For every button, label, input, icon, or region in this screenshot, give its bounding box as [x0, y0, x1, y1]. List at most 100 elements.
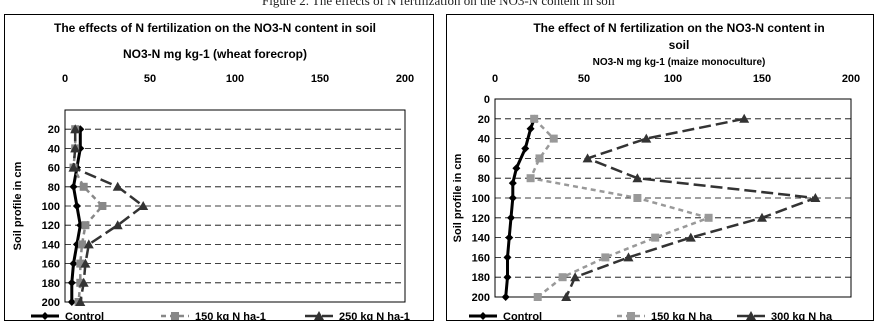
data-point-series-2 — [549, 134, 558, 143]
data-point-series-2 — [535, 154, 544, 163]
legend-label-1: Control — [503, 311, 542, 320]
data-point-series-1 — [508, 179, 517, 188]
y-tick-label: 200 — [42, 297, 60, 309]
data-point-series-2 — [76, 278, 85, 287]
data-point-series-2 — [601, 253, 610, 262]
data-point-series-2 — [98, 202, 107, 210]
y-tick-label: 120 — [472, 213, 490, 225]
x-tick-label: 0 — [62, 73, 68, 85]
y-tick-label: 40 — [48, 143, 60, 155]
data-point-series-3 — [83, 239, 94, 249]
legend-marker-2 — [171, 312, 179, 320]
data-point-series-3 — [570, 272, 581, 282]
chart-title: The effect of N fertilization on the NO3… — [533, 21, 824, 52]
data-point-series-1 — [512, 164, 521, 173]
data-point-series-2 — [526, 174, 535, 183]
data-point-series-1 — [526, 124, 535, 133]
y-tick-label: 160 — [42, 259, 60, 271]
data-point-series-3 — [80, 258, 91, 268]
figure-caption-strip: Figure 2. The effects of N fertilization… — [0, 0, 877, 14]
data-point-series-1 — [503, 253, 512, 262]
legend-label-3: 250 kg N ha-1 — [339, 311, 410, 320]
y-tick-label: 20 — [478, 114, 490, 126]
data-point-series-3 — [70, 124, 81, 134]
y-axis-label: Soil profile in cm — [452, 153, 464, 242]
legend-marker-1 — [479, 312, 487, 320]
legend-marker-1 — [41, 312, 49, 320]
legend-label-2: 150 kg N ha-1 — [195, 311, 266, 320]
x-tick-label: 100 — [226, 73, 244, 85]
data-point-series-3 — [623, 252, 634, 262]
data-point-series-1 — [72, 202, 81, 210]
data-point-series-3 — [75, 297, 86, 306]
data-point-series-3 — [112, 220, 123, 230]
legend-marker-3 — [314, 311, 324, 320]
x-tick-label: 0 — [492, 73, 498, 85]
data-point-series-3 — [757, 212, 767, 222]
y-tick-label: 160 — [472, 252, 490, 264]
data-point-series-2 — [704, 213, 713, 222]
y-tick-label: 120 — [42, 220, 60, 232]
legend-marker-3 — [746, 311, 756, 320]
data-point-series-3 — [68, 162, 79, 172]
data-point-series-3 — [685, 232, 696, 242]
chart-panel-wheat: The effects of N fertilization on the NO… — [4, 14, 434, 321]
chart-maize-svg: The effect of N fertilization on the NO3… — [452, 21, 860, 320]
data-point-series-2 — [76, 259, 85, 268]
y-tick-label: 0 — [484, 94, 490, 106]
y-tick-label: 60 — [48, 163, 60, 175]
chart-panel-maize: The effect of N fertilization on the NO3… — [446, 14, 874, 321]
chart-wheat-svg: The effects of N fertilization on the NO… — [12, 21, 414, 320]
x-axis-label: NO3-N mg kg-1 (wheat forecrop) — [123, 47, 307, 61]
y-tick-label: 180 — [472, 272, 490, 284]
y-tick-label: 40 — [478, 134, 490, 146]
data-point-series-1 — [67, 278, 76, 287]
data-point-series-1 — [508, 194, 517, 202]
data-point-series-3 — [138, 201, 149, 210]
y-tick-label: 100 — [42, 201, 60, 213]
y-tick-label: 80 — [48, 182, 60, 194]
data-point-series-1 — [69, 259, 78, 268]
data-point-series-2 — [651, 233, 660, 242]
series-line-1 — [70, 129, 82, 302]
data-point-series-3 — [561, 292, 572, 301]
y-tick-label: 200 — [472, 292, 490, 304]
series-line-3 — [72, 129, 146, 303]
y-tick-label: 100 — [472, 193, 490, 205]
y-tick-label: 80 — [478, 173, 490, 185]
x-tick-label: 150 — [753, 73, 771, 85]
y-tick-label: 140 — [472, 233, 490, 245]
data-point-series-3 — [582, 153, 593, 163]
x-axis-label: NO3-N mg kg-1 (maize monoculture) — [593, 57, 766, 68]
series-line-2 — [528, 117, 713, 298]
data-point-series-3 — [78, 277, 89, 287]
data-point-series-3 — [70, 143, 81, 153]
legend-label-1: Control — [65, 311, 104, 320]
data-point-series-1 — [67, 298, 76, 306]
data-point-series-2 — [79, 182, 88, 191]
y-axis-label: Soil profile in cm — [12, 161, 24, 250]
data-point-series-1 — [503, 273, 512, 282]
x-tick-label: 100 — [664, 73, 682, 85]
data-point-series-2 — [533, 293, 542, 301]
data-point-series-2 — [78, 240, 86, 249]
data-point-series-3 — [641, 133, 652, 143]
y-tick-label: 20 — [48, 124, 60, 136]
legend-label-2: 150 kg N ha — [651, 311, 713, 320]
data-point-series-3 — [632, 173, 643, 183]
data-point-series-3 — [810, 193, 821, 202]
y-tick-label: 180 — [42, 278, 60, 290]
data-point-series-2 — [530, 114, 539, 123]
data-point-series-2 — [81, 221, 90, 230]
data-point-series-1 — [69, 182, 78, 191]
y-tick-label: 60 — [478, 153, 490, 165]
x-tick-label: 50 — [144, 73, 156, 85]
y-tick-label: 140 — [42, 239, 60, 251]
data-point-series-3 — [112, 181, 123, 191]
legend-label-3: 300 kg N ha — [771, 311, 833, 320]
data-point-series-1 — [521, 144, 530, 153]
series-line-1 — [504, 118, 536, 298]
x-tick-label: 50 — [578, 73, 590, 85]
x-tick-label: 200 — [396, 73, 414, 85]
data-point-series-1 — [501, 293, 510, 301]
